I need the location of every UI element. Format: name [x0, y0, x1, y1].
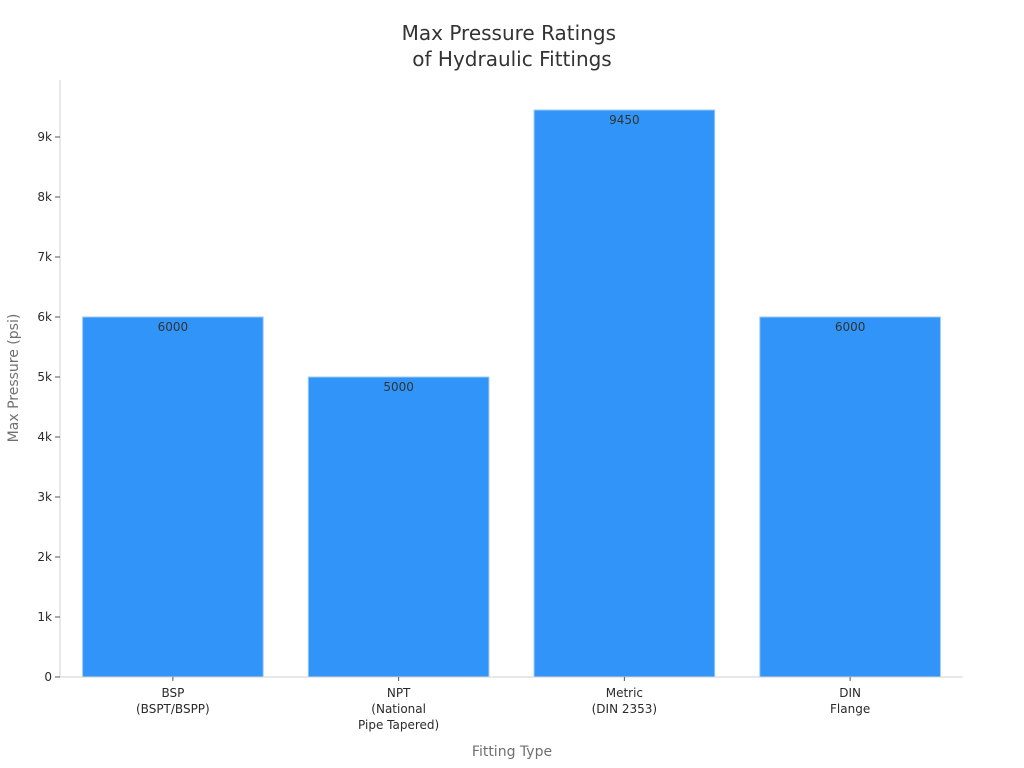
x-axis-title: Fitting Type — [472, 744, 552, 760]
x-tick-label: Metric (DIN 2353) — [592, 686, 657, 716]
x-tick-label-line: DIN — [839, 686, 861, 700]
y-tick-label: 7k — [37, 250, 52, 264]
chart-title: Max Pressure Ratings of Hydraulic Fittin… — [402, 21, 623, 71]
y-tick-label: 9k — [37, 130, 52, 144]
y-tick-label: 2k — [37, 550, 52, 564]
x-tick-label: DIN Flange — [830, 686, 870, 716]
y-tick-label: 0 — [44, 670, 52, 684]
x-tick-label-line: Metric — [606, 686, 643, 700]
chart-title-line-1: Max Pressure Ratings — [402, 21, 616, 45]
x-tick-label: BSP (BSPT/BSPP) — [136, 686, 210, 716]
y-tick-label: 1k — [37, 610, 52, 624]
bar — [82, 316, 264, 678]
y-axis: 0 1k 2k 3k 4k 5k 6k 7k 8k 9k — [37, 80, 61, 684]
bar — [307, 376, 490, 678]
x-tick-label-line: (BSPT/BSPP) — [136, 702, 210, 716]
x-axis: BSP (BSPT/BSPP) NPT (National Pipe Tapered) M… — [60, 676, 963, 732]
data-labels: 6000 5000 9450 6000 — [158, 113, 866, 394]
y-tick-label: 3k — [37, 490, 52, 504]
x-tick-label-line: (National — [371, 702, 426, 716]
bar-value-label: 6000 — [158, 320, 189, 334]
x-tick-label-line: NPT — [387, 686, 411, 700]
x-tick-label-line: BSP — [161, 686, 184, 700]
chart-title-line-2: of Hydraulic Fittings — [412, 47, 611, 71]
bar — [759, 316, 941, 678]
bar-value-label: 9450 — [609, 113, 640, 127]
y-axis-title: Max Pressure (psi) — [6, 314, 22, 443]
bars — [82, 109, 941, 678]
y-tick-label: 4k — [37, 430, 52, 444]
y-tick-label: 5k — [37, 370, 52, 384]
x-tick-label: NPT (National Pipe Tapered) — [358, 686, 439, 732]
x-tick-label-line: Flange — [830, 702, 870, 716]
x-tick-label-line: Pipe Tapered) — [358, 718, 439, 732]
bar-value-label: 6000 — [835, 320, 866, 334]
bar — [533, 109, 716, 678]
y-tick-label: 8k — [37, 190, 52, 204]
x-tick-label-line: (DIN 2353) — [592, 702, 657, 716]
y-tick-label: 6k — [37, 310, 52, 324]
bar-value-label: 5000 — [383, 380, 414, 394]
